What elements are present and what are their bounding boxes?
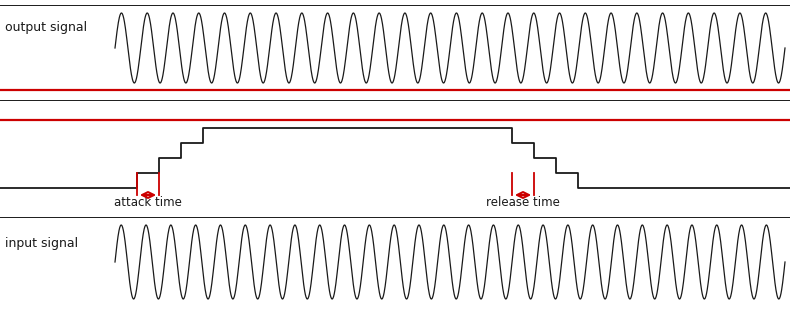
Text: attack time: attack time — [114, 196, 182, 209]
Text: input signal: input signal — [5, 237, 78, 250]
Text: release time: release time — [486, 196, 560, 209]
Text: output signal: output signal — [5, 21, 87, 34]
